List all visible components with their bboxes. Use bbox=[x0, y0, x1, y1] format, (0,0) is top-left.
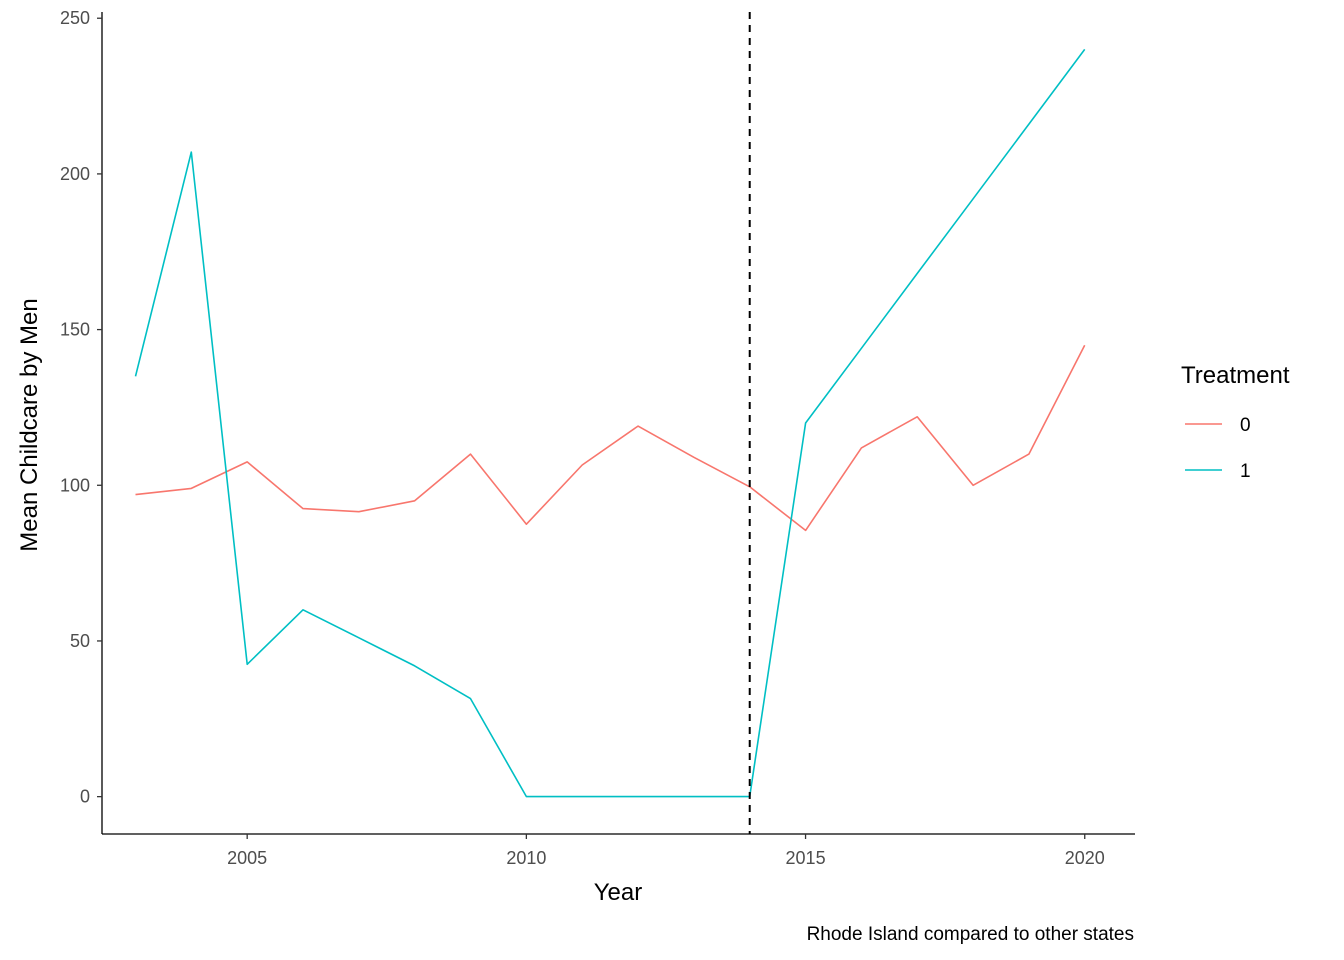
series-line-0 bbox=[135, 344, 1086, 532]
x-tick-label: 2005 bbox=[227, 848, 267, 868]
x-tick-label: 2020 bbox=[1065, 848, 1105, 868]
chart-caption: Rhode Island compared to other states bbox=[807, 924, 1134, 945]
y-axis-ticks: 0 50 100 150 200 250 bbox=[60, 8, 102, 807]
x-axis-title: Year bbox=[594, 879, 643, 906]
y-tick-label: 100 bbox=[60, 475, 90, 495]
y-tick-label: 150 bbox=[60, 320, 90, 340]
legend: Treatment 01 bbox=[1181, 362, 1290, 482]
legend-title: Treatment bbox=[1181, 362, 1290, 389]
y-tick-label: 250 bbox=[60, 8, 90, 28]
legend-items: 01 bbox=[1185, 415, 1251, 482]
y-tick-label: 0 bbox=[80, 787, 90, 807]
y-tick-label: 50 bbox=[70, 631, 90, 651]
legend-label-1: 1 bbox=[1240, 461, 1251, 482]
series-line-1 bbox=[134, 48, 1086, 798]
x-tick-label: 2015 bbox=[786, 848, 826, 868]
legend-label-0: 0 bbox=[1240, 415, 1251, 436]
x-tick-label: 2010 bbox=[506, 848, 546, 868]
y-tick-label: 200 bbox=[60, 164, 90, 184]
x-axis-ticks: 2005 2010 2015 2020 bbox=[227, 834, 1105, 868]
y-axis-title: Mean Childcare by Men bbox=[16, 298, 43, 551]
series-layer bbox=[134, 48, 1086, 798]
